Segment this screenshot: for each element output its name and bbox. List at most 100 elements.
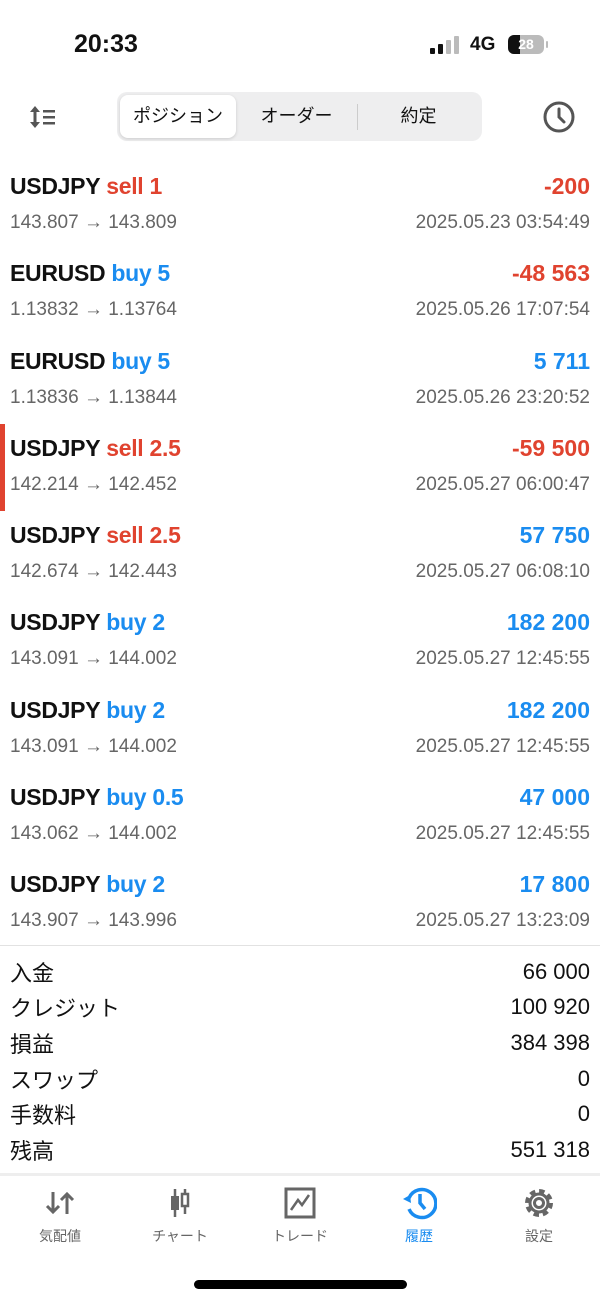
tab-quotes[interactable]: 気配値	[10, 1186, 110, 1246]
summary-value: 0	[577, 1065, 590, 1091]
trade-profit: 182 200	[506, 609, 590, 636]
tab-positions[interactable]: ポジション	[120, 95, 236, 138]
symbol-name: USDJPY	[10, 434, 101, 461]
trade-date: 2025.05.27 06:08:10	[415, 561, 590, 583]
trade-side: sell 2.5	[106, 522, 181, 549]
trade-side: buy 2	[106, 697, 165, 723]
symbol-name: USDJPY	[10, 696, 101, 723]
lots: 5	[157, 347, 170, 374]
symbol-name: USDJPY	[10, 871, 101, 898]
trade-symbol: USDJPY buy 2	[10, 697, 165, 724]
trade-side: buy 5	[111, 260, 170, 286]
trade-list: USDJPY sell 1 -200 143.807 → 143.809 2025…	[0, 162, 600, 948]
summary-value: 551 318	[510, 1136, 590, 1162]
segment-control: ポジション オーダー 約定	[117, 92, 482, 141]
symbol-name: USDJPY	[10, 609, 101, 636]
lots: 0.5	[152, 784, 184, 811]
summary-row: 残高 551 318	[0, 1132, 600, 1168]
trade-side: buy 0.5	[106, 784, 183, 810]
side-label: buy	[106, 696, 147, 723]
candlestick-icon	[171, 1189, 190, 1217]
trade-row[interactable]: USDJPY sell 1 -200 143.807 → 143.809 2025…	[0, 162, 600, 249]
trade-chart-icon	[284, 1187, 316, 1219]
tab-orders[interactable]: オーダー	[260, 106, 333, 126]
lots: 2.5	[149, 522, 181, 549]
trade-side: sell 2.5	[106, 434, 181, 461]
summary-label: クレジット	[10, 996, 121, 1022]
symbol-name: USDJPY	[10, 173, 101, 199]
tab-bar: 気配値 チャート トレード 履歴 設定	[0, 1173, 600, 1301]
trade-symbol: USDJPY buy 0.5	[10, 784, 184, 811]
lots: 2	[152, 609, 165, 636]
tab-settings[interactable]: 設定	[489, 1186, 589, 1246]
tab-deals[interactable]: 約定	[400, 106, 437, 126]
trade-profit: 17 800	[519, 871, 590, 898]
summary-row: 手数料 0	[0, 1096, 600, 1132]
trade-prices: 143.907 → 143.996	[10, 910, 177, 932]
trade-prices: 143.807 → 143.809	[10, 212, 177, 233]
side-label: sell	[106, 173, 144, 199]
trade-date: 2025.05.27 13:23:09	[415, 910, 590, 932]
sort-icon[interactable]	[28, 104, 58, 130]
trade-symbol: USDJPY sell 1	[10, 173, 162, 200]
trade-prices: 142.214 → 142.452	[10, 473, 177, 495]
side-label: buy	[106, 784, 147, 811]
symbol-name: EURUSD	[10, 260, 106, 287]
tab-history[interactable]: 履歴	[369, 1186, 469, 1246]
trade-profit: 47 000	[519, 784, 590, 811]
side-label: buy	[106, 871, 147, 898]
trade-date: 2025.05.27 12:45:55	[415, 823, 590, 845]
symbol-name: USDJPY	[10, 522, 101, 549]
trade-row[interactable]: USDJPY buy 2 17 800 143.907 → 143.996 202…	[0, 860, 600, 947]
gear-icon	[525, 1189, 553, 1217]
trade-symbol: EURUSD buy 5	[10, 348, 170, 375]
home-indicator[interactable]	[194, 1280, 407, 1289]
trade-prices: 143.091 → 144.002	[10, 735, 177, 757]
trade-row[interactable]: USDJPY sell 2.5 57 750 142.674 → 142.443 …	[0, 511, 600, 598]
tab-chart[interactable]: チャート	[130, 1186, 230, 1246]
side-label: buy	[111, 260, 152, 287]
side-label: buy	[106, 609, 147, 636]
battery-level: 28	[518, 36, 534, 52]
signal-icon	[430, 36, 459, 54]
symbol-name: USDJPY	[10, 784, 101, 811]
trade-row[interactable]: USDJPY buy 2 182 200 143.091 → 144.002 20…	[0, 686, 600, 773]
side-label: sell	[106, 522, 144, 549]
battery-icon: 28	[508, 35, 548, 54]
trade-date: 2025.05.27 12:45:55	[415, 648, 590, 670]
trade-date: 2025.05.27 06:00:47	[415, 473, 590, 495]
trade-row[interactable]: EURUSD buy 5 -48 563 1.13832 → 1.13764 20…	[0, 249, 600, 336]
tab-label: 設定	[525, 1228, 553, 1244]
trade-date: 2025.05.27 12:45:55	[415, 735, 590, 757]
trade-symbol: EURUSD buy 5	[10, 260, 170, 287]
tab-trade[interactable]: トレード	[250, 1186, 350, 1246]
trade-prices: 1.13836 → 1.13844	[10, 386, 177, 408]
trade-row[interactable]: USDJPY buy 2 182 200 143.091 → 144.002 20…	[0, 598, 600, 685]
trade-side: sell 1	[106, 173, 162, 199]
summary-value: 0	[577, 1101, 590, 1127]
lots: 2	[152, 696, 165, 723]
clock-icon[interactable]	[542, 100, 576, 134]
trade-profit: 57 750	[519, 522, 590, 549]
trade-profit: 182 200	[506, 696, 590, 723]
trade-date: 2025.05.23 03:54:49	[415, 212, 590, 233]
tab-label: 気配値	[39, 1228, 81, 1244]
summary-label: 残高	[10, 1138, 55, 1164]
trade-side: buy 2	[106, 609, 165, 635]
status-time: 20:33	[74, 30, 138, 58]
trade-row[interactable]: USDJPY buy 0.5 47 000 143.062 → 144.002 2…	[0, 773, 600, 860]
summary-label: 損益	[10, 1031, 55, 1057]
trade-symbol: USDJPY buy 2	[10, 609, 165, 636]
side-label: buy	[111, 347, 152, 374]
trade-date: 2025.05.26 17:07:54	[415, 299, 590, 321]
trade-prices: 1.13832 → 1.13764	[10, 299, 177, 321]
toolbar: ポジション オーダー 約定	[0, 92, 600, 142]
summary-label: 手数料	[10, 1103, 77, 1129]
network-type: 4G	[470, 34, 496, 55]
lots: 2	[152, 871, 165, 898]
lots: 2.5	[149, 434, 181, 461]
trade-row[interactable]: USDJPY sell 2.5 -59 500 142.214 → 142.452…	[0, 423, 600, 512]
trade-profit: -59 500	[511, 434, 590, 461]
trade-row[interactable]: EURUSD buy 5 5 711 1.13836 → 1.13844 2025…	[0, 337, 600, 424]
trade-profit: 5 711	[533, 347, 590, 374]
